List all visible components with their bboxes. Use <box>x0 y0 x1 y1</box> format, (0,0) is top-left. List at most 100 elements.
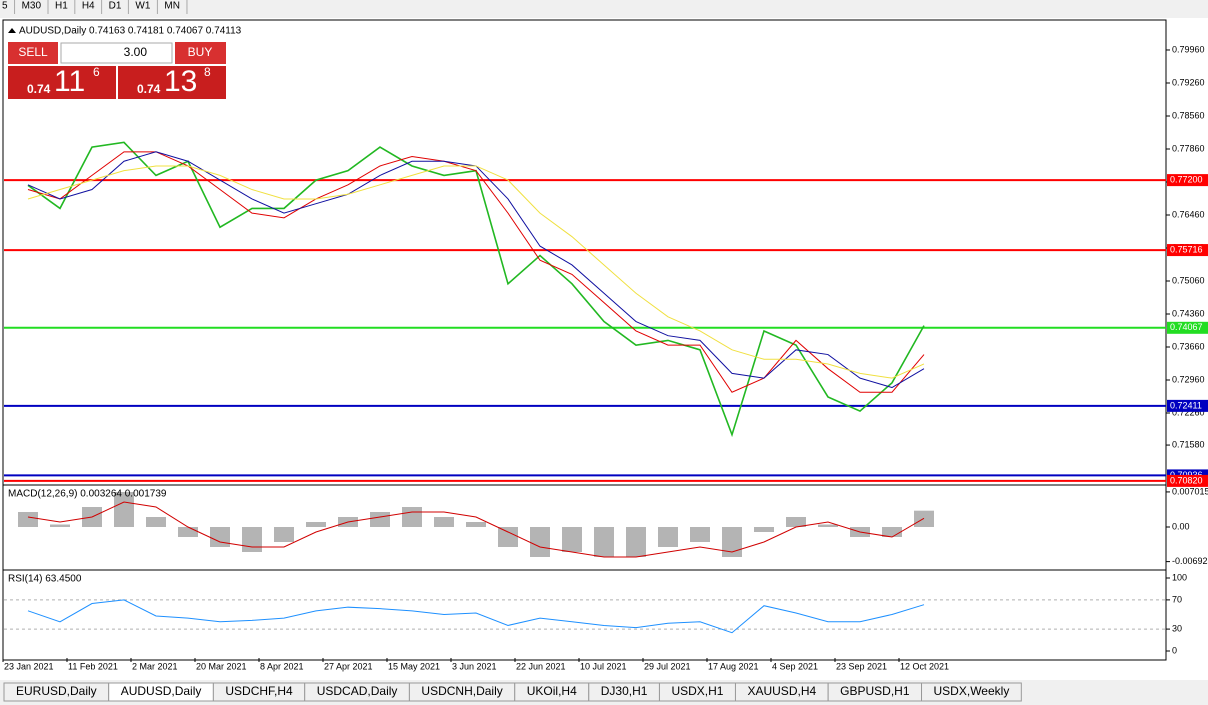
level-label: 0.72411 <box>1170 400 1202 410</box>
timeframe-button[interactable]: H4 <box>82 1 95 12</box>
y-tick-label: -0.006923 <box>1172 556 1208 566</box>
lots-field[interactable] <box>60 42 173 64</box>
level-label: 0.70820 <box>1170 475 1203 485</box>
y-tick-label: 0.77860 <box>1172 143 1205 153</box>
x-tick-label: 23 Sep 2021 <box>836 661 887 671</box>
level-label-box <box>1167 321 1208 334</box>
indicator-line <box>27 151 925 393</box>
tab-label: EURUSD,Daily <box>16 684 97 698</box>
price-main: 13 <box>164 65 197 98</box>
tab-label: USDCHF,H4 <box>225 684 293 698</box>
histogram-bar <box>242 527 262 552</box>
price-pip: 6 <box>93 65 100 79</box>
timeframe-button[interactable]: 5 <box>2 1 8 12</box>
y-tick-label: 0.74360 <box>1172 308 1205 318</box>
trade-panel: SELL 3.00 BUY 0.74 11 6 0.74 13 8 <box>8 42 226 99</box>
macd-title: MACD(12,26,9) 0.003264 0.001739 <box>8 489 167 500</box>
y-tick-label: 70 <box>1172 594 1182 604</box>
indicator-line <box>27 501 925 558</box>
indicator-line <box>27 599 925 634</box>
y-tick-label: 0.71580 <box>1172 439 1205 449</box>
timeframe-button[interactable]: W1 <box>135 1 150 12</box>
price-pip: 8 <box>204 65 211 79</box>
histogram-bar <box>18 512 38 527</box>
y-tick-label: 30 <box>1172 623 1182 633</box>
tab-label: USDCNH,Daily <box>421 684 502 698</box>
y-tick-label: 0.73660 <box>1172 341 1205 351</box>
histogram-bar <box>882 527 902 537</box>
timeframe-button[interactable]: H1 <box>55 1 68 12</box>
x-tick-label: 29 Jul 2021 <box>644 661 691 671</box>
histogram-bar <box>434 517 454 527</box>
histogram-bar <box>50 524 70 527</box>
x-tick-label: 15 May 2021 <box>388 661 440 671</box>
histogram-bar <box>754 527 774 532</box>
x-tick-label: 4 Sep 2021 <box>772 661 818 671</box>
level-label: 0.75716 <box>1170 244 1203 254</box>
price-big: 0.74 <box>137 82 161 96</box>
histogram-bar <box>530 527 550 557</box>
histogram-bar <box>690 527 710 542</box>
histogram-bar <box>658 527 678 547</box>
x-tick-label: 3 Jun 2021 <box>452 661 497 671</box>
histogram-bar <box>146 517 166 527</box>
x-tick-label: 10 Jul 2021 <box>580 661 627 671</box>
level-label-box <box>1167 474 1208 487</box>
y-tick-label: 0.78560 <box>1172 110 1205 120</box>
y-tick-label: 0.007015 <box>1172 486 1208 496</box>
level-label-box <box>1167 244 1208 257</box>
x-tick-label: 23 Jan 2021 <box>4 661 54 671</box>
timeframe-button[interactable]: M30 <box>22 1 42 12</box>
timeframe-button[interactable]: D1 <box>109 1 122 12</box>
indicator-line <box>27 165 925 379</box>
x-tick-label: 22 Jun 2021 <box>516 661 566 671</box>
price-main: 11 <box>54 65 85 98</box>
histogram-bar <box>626 527 646 557</box>
collapse-icon <box>8 28 16 33</box>
y-tick-label: 0 <box>1172 645 1177 655</box>
y-tick-label: 100 <box>1172 572 1187 582</box>
sell-price[interactable] <box>8 66 116 99</box>
buy-label: BUY <box>188 45 213 59</box>
tab-label: USDX,Weekly <box>934 684 1010 698</box>
y-tick-label: 0.75060 <box>1172 275 1205 285</box>
rsi-title: RSI(14) 63.4500 <box>8 574 82 585</box>
histogram-bar <box>786 517 806 527</box>
x-tick-label: 17 Aug 2021 <box>708 661 759 671</box>
y-tick-label: 0.76460 <box>1172 209 1205 219</box>
x-tick-label: 2 Mar 2021 <box>132 661 178 671</box>
level-label: 0.77200 <box>1170 174 1203 184</box>
toolbar <box>0 0 1208 18</box>
sell-button[interactable] <box>8 42 58 64</box>
x-tick-label: 11 Feb 2021 <box>68 661 118 671</box>
histogram-bar <box>466 522 486 527</box>
level-label-box <box>1167 174 1208 187</box>
chart-title: AUDUSD,Daily 0.74163 0.74181 0.74067 0.7… <box>19 26 242 37</box>
histogram-bar <box>722 527 742 557</box>
x-tick-label: 8 Apr 2021 <box>260 661 304 671</box>
tab-label: DJ30,H1 <box>601 684 648 698</box>
y-tick-label: 0.00 <box>1172 521 1190 531</box>
price-big: 0.74 <box>27 82 51 96</box>
tab-label: GBPUSD,H1 <box>840 684 910 698</box>
histogram-bar <box>274 527 294 542</box>
y-tick-label: 0.79960 <box>1172 44 1205 54</box>
chart-window <box>2 19 1167 661</box>
buy-price[interactable] <box>118 66 226 99</box>
histogram-bar <box>562 527 582 552</box>
histogram-bar <box>498 527 518 547</box>
level-label: 0.70936 <box>1170 470 1203 480</box>
histogram-bar <box>114 492 134 527</box>
histogram-bar <box>306 522 326 527</box>
timeframe-button[interactable]: MN <box>164 1 180 12</box>
x-tick-label: 20 Mar 2021 <box>196 661 247 671</box>
histogram-bar <box>210 527 230 547</box>
sell-label: SELL <box>18 45 48 59</box>
buy-button[interactable] <box>175 42 226 64</box>
histogram-bar <box>594 527 614 557</box>
tab[interactable] <box>921 682 1022 702</box>
histogram-bar <box>818 524 838 527</box>
y-tick-label: 0.72260 <box>1172 407 1205 417</box>
histogram-bar <box>402 507 422 527</box>
